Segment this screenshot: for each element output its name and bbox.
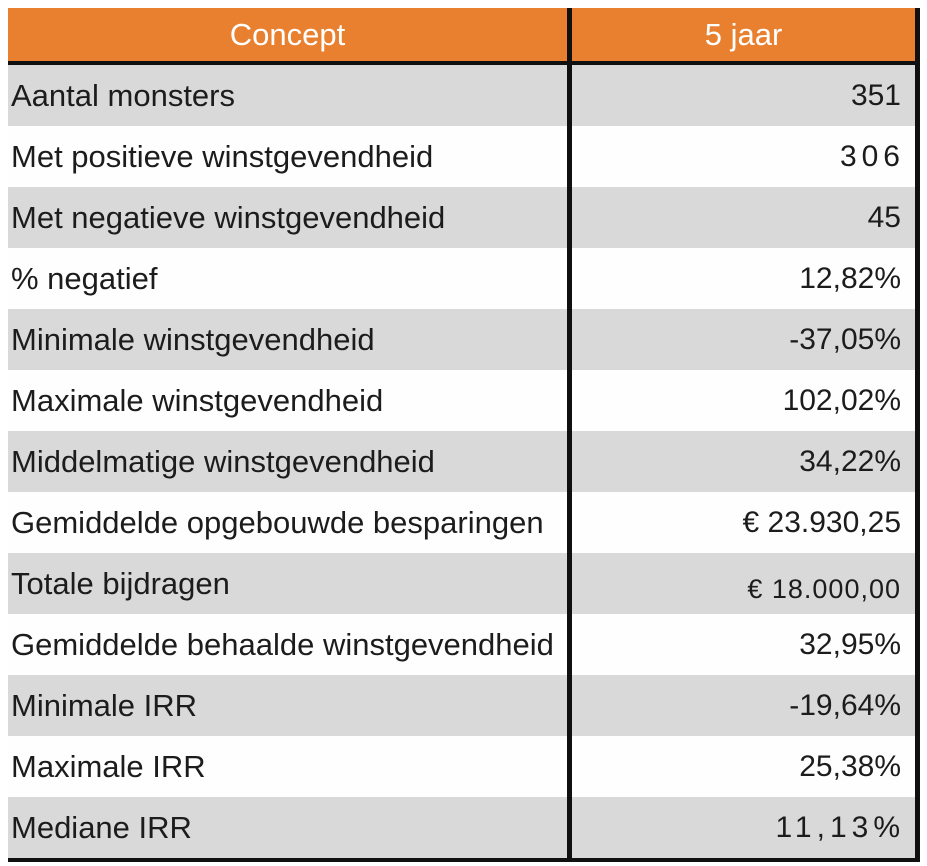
row-concept-label: Maximale winstgevendheid xyxy=(8,370,572,431)
row-concept-label: Met positieve winstgevendheid xyxy=(8,126,572,187)
row-concept-label: % negatief xyxy=(8,248,572,309)
row-concept-label: Middelmatige winstgevendheid xyxy=(8,431,572,492)
table-row: % negatief 12,82% xyxy=(8,248,915,309)
row-value: -19,64% xyxy=(789,688,901,722)
table-row: Totale bijdragen € 18.000,00 xyxy=(8,553,915,614)
table-body: Aantal monsters 351 Met positieve winstgev… xyxy=(8,65,915,858)
row-value: 351 xyxy=(850,78,901,112)
table-row: Maximale IRR 25,38% xyxy=(8,736,915,797)
table-row: Met negatieve winstgevendheid 45 xyxy=(8,187,915,248)
row-value: 25,38% xyxy=(799,749,901,783)
row-concept-label: Met negatieve winstgevendheid xyxy=(8,187,572,248)
row-value: 34,22% xyxy=(799,444,901,478)
table-row: Minimale winstgevendheid -37,05% xyxy=(8,309,915,370)
table-header-row: Concept 5 jaar xyxy=(8,8,915,65)
header-cell-concept: Concept xyxy=(8,8,572,61)
row-concept-label: Minimale IRR xyxy=(8,675,572,736)
row-value: 12,82% xyxy=(799,261,901,295)
results-table: Concept 5 jaar Aantal monsters 351 Met pos… xyxy=(8,8,920,862)
table-row: Aantal monsters 351 xyxy=(8,65,915,126)
table-row: Mediane IRR 11,13% xyxy=(8,797,915,858)
row-value: 11,13% xyxy=(775,810,905,844)
row-concept-label: Gemiddelde opgebouwde besparingen xyxy=(8,492,572,553)
row-concept-label: Totale bijdragen xyxy=(8,553,572,614)
row-value: 102,02% xyxy=(782,383,901,417)
table-row: Minimale IRR -19,64% xyxy=(8,675,915,736)
row-value: 45 xyxy=(867,200,901,234)
row-concept-label: Aantal monsters xyxy=(8,65,572,126)
row-value: € 23.930,25 xyxy=(742,505,901,539)
row-value: -37,05% xyxy=(789,322,901,356)
table-row: Middelmatige winstgevendheid 34,22% xyxy=(8,431,915,492)
row-value: 306 xyxy=(839,139,905,173)
row-concept-label: Gemiddelde behaalde winstgevendheid xyxy=(8,614,572,675)
table-row: Maximale winstgevendheid 102,02% xyxy=(8,370,915,431)
row-concept-label: Minimale winstgevendheid xyxy=(8,309,572,370)
row-value: 32,95% xyxy=(799,627,901,661)
table-row: Met positieve winstgevendheid 306 xyxy=(8,126,915,187)
row-concept-label: Maximale IRR xyxy=(8,736,572,797)
row-concept-label: Mediane IRR xyxy=(8,797,572,858)
row-value: € 18.000,00 xyxy=(747,574,901,604)
table-row: Gemiddelde opgebouwde besparingen € 23.93… xyxy=(8,492,915,553)
header-cell-5-jaar: 5 jaar xyxy=(704,16,783,52)
table-row: Gemiddelde behaalde winstgevendheid 32,95… xyxy=(8,614,915,675)
